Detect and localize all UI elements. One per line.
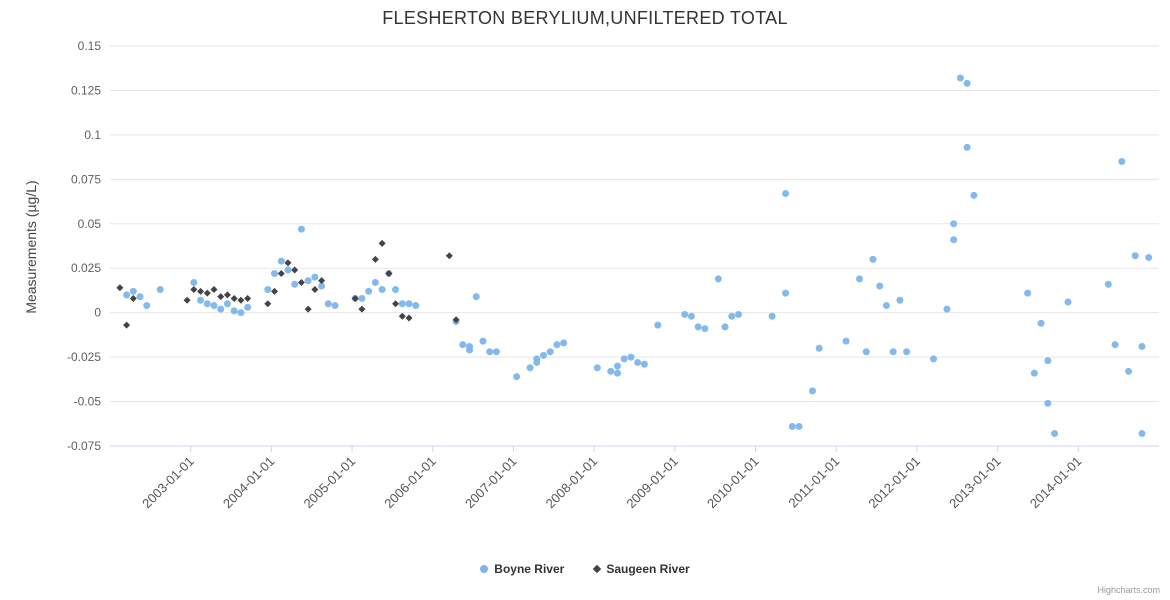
svg-text:-0.025: -0.025 <box>67 350 101 364</box>
svg-text:2008-01-01: 2008-01-01 <box>543 454 601 512</box>
diamond-marker-icon <box>593 564 602 574</box>
svg-text:2007-01-01: 2007-01-01 <box>462 454 520 512</box>
highcharts-credit[interactable]: Highcharts.com <box>1097 585 1160 595</box>
svg-text:2004-01-01: 2004-01-01 <box>220 454 278 512</box>
svg-text:2013-01-01: 2013-01-01 <box>946 454 1004 512</box>
svg-text:0.025: 0.025 <box>71 261 101 275</box>
legend-label-saugeen-river: Saugeen River <box>606 562 690 576</box>
legend-item-saugeen-river[interactable]: Saugeen River <box>593 562 690 576</box>
svg-text:2010-01-01: 2010-01-01 <box>704 454 762 512</box>
svg-text:2012-01-01: 2012-01-01 <box>865 454 923 512</box>
svg-text:0.075: 0.075 <box>71 172 101 186</box>
svg-text:2014-01-01: 2014-01-01 <box>1027 454 1085 512</box>
svg-text:-0.075: -0.075 <box>67 439 101 453</box>
svg-text:0.1: 0.1 <box>84 128 101 142</box>
legend-label-boyne-river: Boyne River <box>494 562 565 576</box>
svg-text:2006-01-01: 2006-01-01 <box>381 454 439 512</box>
svg-text:2005-01-01: 2005-01-01 <box>301 454 359 512</box>
svg-text:2011-01-01: 2011-01-01 <box>785 454 842 511</box>
svg-text:2003-01-01: 2003-01-01 <box>139 454 197 512</box>
chart-title: FLESHERTON BERYLIUM,UNFILTERED TOTAL <box>382 8 788 28</box>
svg-text:0.15: 0.15 <box>78 39 102 53</box>
svg-text:0: 0 <box>94 306 101 320</box>
svg-text:0.05: 0.05 <box>78 217 102 231</box>
legend-item-boyne-river[interactable]: Boyne River <box>480 562 564 576</box>
legend: Boyne River Saugeen River <box>0 562 1170 576</box>
svg-text:0.125: 0.125 <box>71 83 101 97</box>
svg-text:2009-01-01: 2009-01-01 <box>623 454 681 512</box>
circle-marker-icon <box>480 565 489 573</box>
svg-text:-0.05: -0.05 <box>74 395 102 409</box>
